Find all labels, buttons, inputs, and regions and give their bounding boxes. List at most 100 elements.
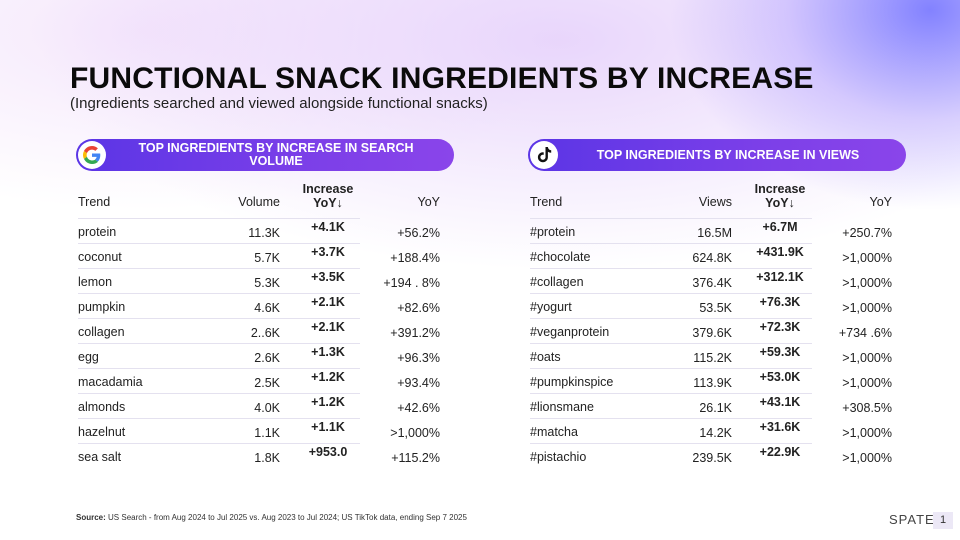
cell-metric: 2.6K	[254, 351, 280, 365]
column-header-views: Views	[698, 195, 732, 209]
table-header: Trend Volume Increase YoY↓ YoY	[78, 178, 440, 218]
cell-yoy: >1,000%	[390, 426, 440, 440]
increase-sub-label: YoY↓	[313, 196, 343, 210]
column-header-increase: Increase YoY↓	[740, 182, 820, 210]
row-divider	[530, 393, 812, 394]
cell-trend: macadamia	[78, 375, 143, 389]
cell-trend: #lionsmane	[530, 400, 594, 414]
table-row: #pumpkinspice 113.9K +53.0K >1,000%	[530, 368, 892, 393]
table-row: #veganprotein 379.6K +72.3K +734 .6%	[530, 318, 892, 343]
cell-metric: 5.3K	[254, 276, 280, 290]
cell-trend: #collagen	[530, 275, 584, 289]
cell-yoy: >1,000%	[842, 351, 892, 365]
table-row: #matcha 14.2K +31.6K >1,000%	[530, 418, 892, 443]
cell-yoy: +734 .6%	[838, 326, 892, 340]
source-label: Source:	[76, 513, 106, 522]
cell-yoy: >1,000%	[842, 451, 892, 465]
row-divider	[78, 418, 360, 419]
row-divider	[78, 318, 360, 319]
cell-trend: #protein	[530, 225, 576, 239]
table-row: lemon 5.3K +3.5K +194 . 8%	[78, 268, 440, 293]
row-divider	[530, 218, 812, 219]
cell-yoy: +188.4%	[390, 251, 440, 265]
brand-logo: SPATE	[889, 512, 935, 527]
cell-trend: lemon	[78, 275, 113, 289]
cell-increase: +4.1K	[311, 220, 345, 234]
cell-increase: +3.5K	[311, 270, 345, 284]
row-divider	[78, 293, 360, 294]
cell-metric: 11.3K	[248, 226, 280, 240]
cell-metric: 4.6K	[254, 301, 280, 315]
column-header-trend: Trend	[78, 195, 111, 209]
column-header-yoy: YoY	[417, 195, 440, 209]
cell-trend: #yogurt	[530, 300, 572, 314]
cell-trend: almonds	[78, 400, 126, 414]
cell-metric: 1.1K	[254, 426, 280, 440]
cell-yoy: +96.3%	[397, 351, 440, 365]
cell-trend: protein	[78, 225, 117, 239]
cell-trend: hazelnut	[78, 425, 126, 439]
cell-trend: collagen	[78, 325, 125, 339]
cell-trend: #pistachio	[530, 450, 587, 464]
table-row: #pistachio 239.5K +22.9K >1,000%	[530, 443, 892, 468]
cell-increase: +3.7K	[311, 245, 345, 259]
table-row: coconut 5.7K +3.7K +188.4%	[78, 243, 440, 268]
cell-metric: 624.8K	[692, 251, 732, 265]
row-divider	[78, 343, 360, 344]
cell-metric: 2.5K	[254, 376, 280, 390]
cell-metric: 4.0K	[254, 401, 280, 415]
search-volume-heading: TOP INGREDIENTS BY INCREASE IN SEARCH VO…	[138, 141, 414, 168]
cell-increase: +1.2K	[311, 370, 345, 384]
cell-yoy: +93.4%	[397, 376, 440, 390]
tiktok-icon	[530, 141, 558, 169]
cell-increase: +2.1K	[311, 320, 345, 334]
cell-increase: +53.0K	[759, 370, 801, 384]
cell-yoy: +250.7%	[842, 226, 892, 240]
page-title: FUNCTIONAL SNACK INGREDIENTS BY INCREASE	[70, 62, 814, 95]
cell-metric: 14.2K	[699, 426, 732, 440]
column-header-volume: Volume	[238, 195, 280, 209]
cell-metric: 239.5K	[692, 451, 732, 465]
page-number: 1	[933, 512, 953, 529]
cell-increase: +431.9K	[756, 245, 804, 259]
search-volume-heading-pill: TOP INGREDIENTS BY INCREASE IN SEARCH VO…	[76, 139, 454, 171]
table-row: hazelnut 1.1K +1.1K >1,000%	[78, 418, 440, 443]
cell-trend: #chocolate	[530, 250, 591, 264]
source-text: US Search - from Aug 2024 to Jul 2025 vs…	[105, 513, 467, 522]
table-row: #lionsmane 26.1K +43.1K +308.5%	[530, 393, 892, 418]
cell-metric: 376.4K	[692, 276, 732, 290]
cell-increase: +2.1K	[311, 295, 345, 309]
cell-increase: +1.1K	[311, 420, 345, 434]
row-divider	[530, 243, 812, 244]
row-divider	[530, 418, 812, 419]
cell-increase: +76.3K	[759, 295, 801, 309]
table-row: #collagen 376.4K +312.1K >1,000%	[530, 268, 892, 293]
google-g-icon	[78, 141, 106, 169]
cell-yoy: +308.5%	[842, 401, 892, 415]
cell-increase: +22.9K	[759, 445, 801, 459]
table-row: protein 11.3K +4.1K +56.2%	[78, 218, 440, 243]
row-divider	[78, 443, 360, 444]
row-divider	[530, 293, 812, 294]
cell-trend: #pumpkinspice	[530, 375, 614, 389]
cell-increase: +43.1K	[759, 395, 801, 409]
cell-yoy: >1,000%	[842, 301, 892, 315]
cell-increase: +31.6K	[759, 420, 801, 434]
row-divider	[78, 243, 360, 244]
cell-trend: #matcha	[530, 425, 578, 439]
row-divider	[530, 443, 812, 444]
views-heading: TOP INGREDIENTS BY INCREASE IN VIEWS	[596, 147, 860, 162]
column-header-increase: Increase YoY↓	[288, 182, 368, 210]
cell-yoy: >1,000%	[842, 426, 892, 440]
row-divider	[78, 268, 360, 269]
cell-increase: +1.3K	[311, 345, 345, 359]
row-divider	[78, 368, 360, 369]
cell-metric: 5.7K	[254, 251, 280, 265]
cell-yoy: +56.2%	[397, 226, 440, 240]
row-divider	[530, 368, 812, 369]
cell-yoy: +115.2%	[391, 451, 440, 465]
cell-trend: #oats	[530, 350, 561, 364]
cell-metric: 113.9K	[693, 376, 732, 390]
row-divider	[78, 218, 360, 219]
cell-trend: pumpkin	[78, 300, 126, 314]
